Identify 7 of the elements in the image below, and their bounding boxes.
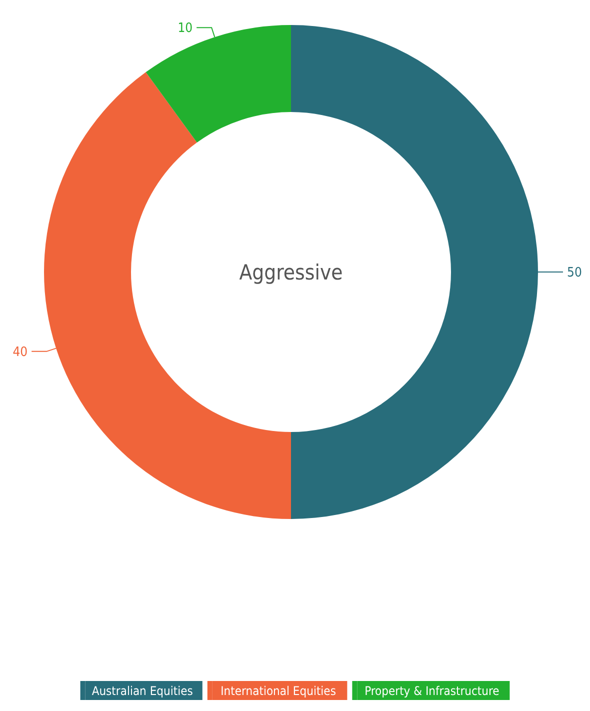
- data-label: 10: [178, 21, 193, 36]
- legend-label: Property & Infrastructure: [364, 684, 500, 698]
- text: Aggressive: [239, 260, 343, 284]
- data-label: 50: [567, 266, 582, 281]
- legend-label: International Equities: [220, 684, 336, 698]
- data-label: 40: [12, 344, 28, 360]
- legend-label: Australian Equities: [92, 684, 194, 698]
